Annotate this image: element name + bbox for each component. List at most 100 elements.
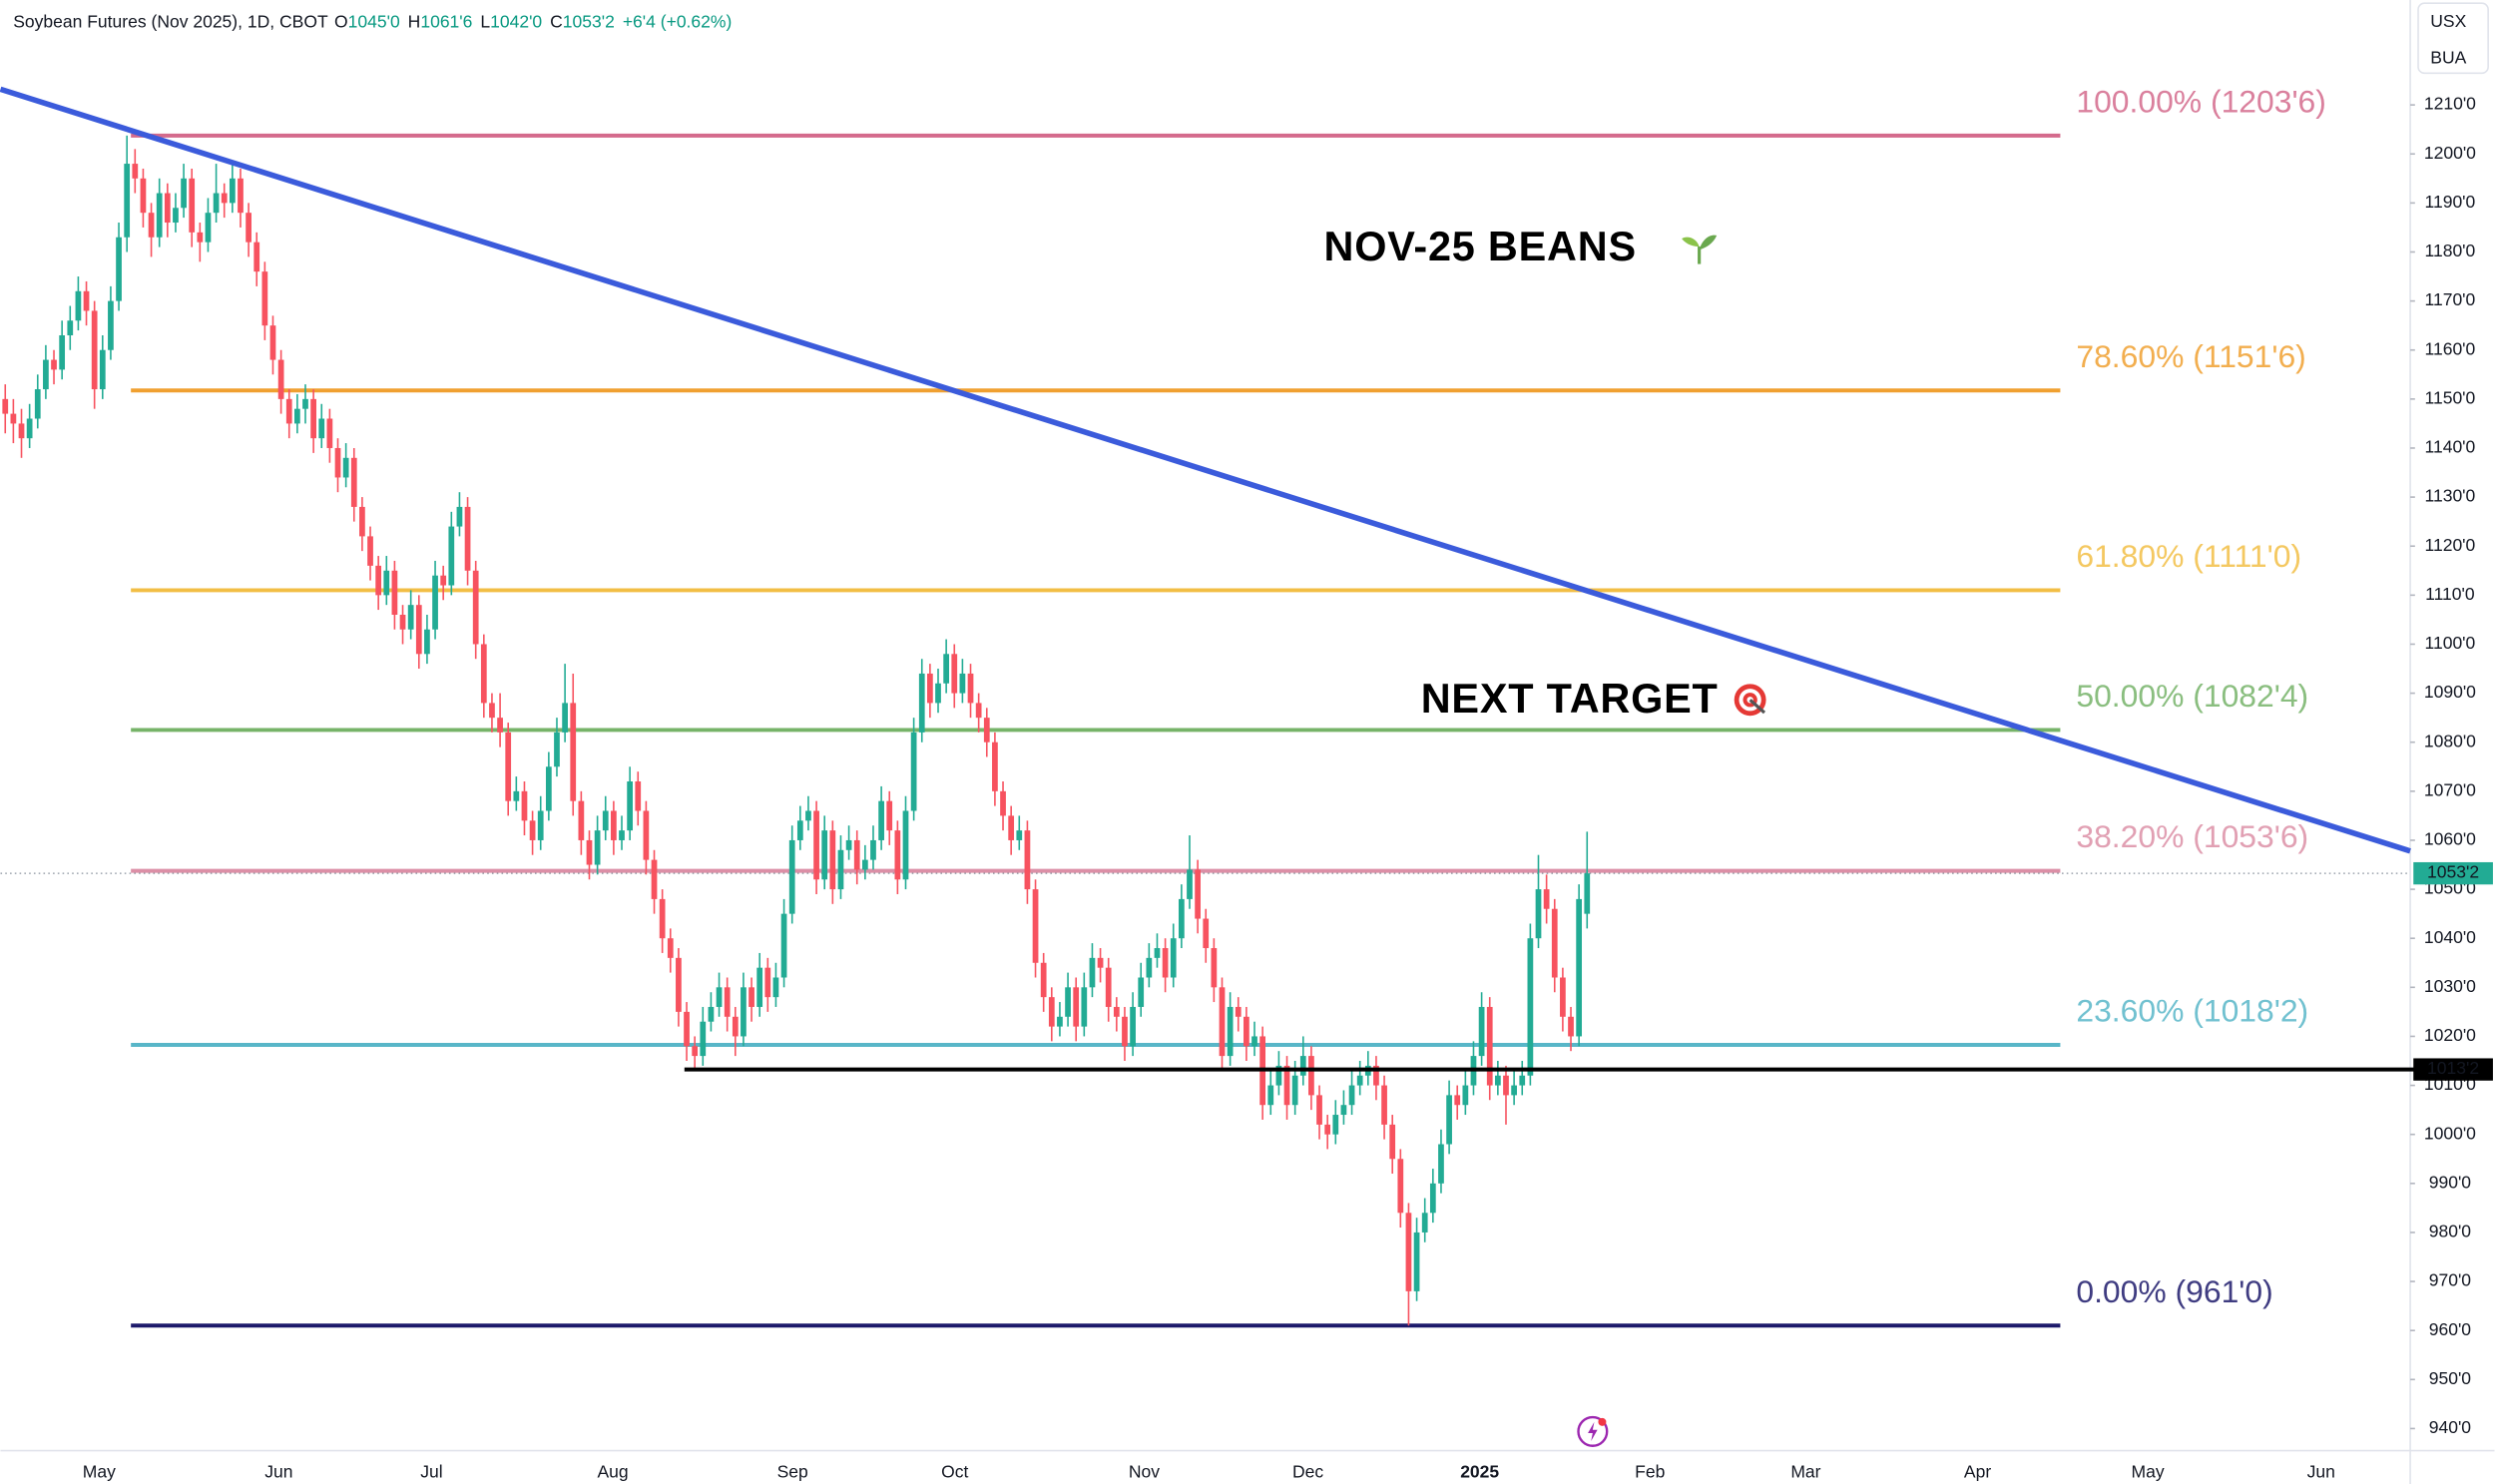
- candle-body: [1551, 908, 1558, 978]
- candle-body: [1008, 815, 1015, 840]
- candle-body: [67, 320, 74, 335]
- candle-body: [1397, 1159, 1404, 1214]
- candle-body: [34, 389, 41, 419]
- candle-body: [667, 938, 674, 958]
- candle-body: [1543, 889, 1550, 909]
- y-tick-label: 1000'0: [2424, 1123, 2476, 1143]
- x-tick-label: Apr: [1964, 1461, 1991, 1481]
- candle-body: [562, 703, 568, 733]
- candle-body: [910, 732, 917, 811]
- candle-body: [537, 810, 544, 840]
- y-tick-label: 1090'0: [2424, 682, 2476, 702]
- candle-body: [1283, 1065, 1290, 1106]
- y-tick-label: 1170'0: [2425, 289, 2476, 309]
- candle-body: [983, 718, 990, 742]
- candle-body: [1348, 1085, 1355, 1106]
- candle-body: [732, 1016, 739, 1037]
- candle-body: [99, 349, 106, 390]
- y-tick-label: 1070'0: [2424, 779, 2476, 799]
- candle-body: [124, 164, 131, 238]
- candle-body: [1405, 1213, 1412, 1291]
- candle-body: [1089, 957, 1096, 988]
- candle-body: [294, 408, 300, 424]
- replay-icon[interactable]: [1577, 1415, 1609, 1447]
- y-tick-label: 1110'0: [2425, 584, 2475, 604]
- fib-label: 61.80% (1111'0): [2076, 538, 2301, 574]
- unit-box[interactable]: [2417, 2, 2489, 75]
- candle-body: [1275, 1065, 1282, 1086]
- candle-body: [302, 398, 308, 409]
- candle-body: [43, 359, 49, 390]
- header-change: +6'4 (+0.62%): [623, 11, 732, 31]
- candle-body: [676, 957, 682, 1012]
- candle-body: [741, 987, 747, 1037]
- candle-body: [229, 178, 236, 204]
- y-tick-label: 970'0: [2429, 1270, 2472, 1290]
- candle-body: [1203, 918, 1210, 949]
- candle-body: [788, 839, 795, 914]
- candle-body: [1511, 1085, 1517, 1096]
- candle-body: [1299, 1056, 1306, 1076]
- candle-body: [375, 565, 382, 596]
- candle-body: [1211, 948, 1218, 988]
- candle-body: [1130, 1006, 1136, 1047]
- candle-body: [318, 418, 325, 439]
- unit-label: BUA: [2430, 48, 2466, 68]
- candle-body: [829, 830, 836, 890]
- y-tick-label: 940'0: [2429, 1417, 2472, 1437]
- candle-body: [1122, 1016, 1128, 1047]
- x-tick-label: Jul: [420, 1461, 442, 1481]
- candle-body: [342, 457, 349, 478]
- x-tick-label: 2025: [1460, 1461, 1499, 1481]
- candle-body: [440, 575, 447, 586]
- candle-body: [448, 526, 455, 586]
- candle-body: [1535, 889, 1542, 939]
- candle-body: [1073, 987, 1080, 1027]
- candle-body: [659, 898, 666, 939]
- candle-body: [489, 703, 495, 719]
- y-tick-label: 1210'0: [2424, 94, 2476, 114]
- candle-body: [1462, 1085, 1469, 1106]
- y-tick-label: 1020'0: [2424, 1025, 2476, 1045]
- candle-body: [116, 237, 122, 301]
- x-tick-label: Mar: [1790, 1461, 1820, 1481]
- unit-label: USX: [2430, 11, 2466, 31]
- candle-body: [902, 810, 909, 880]
- candle-body: [1421, 1213, 1428, 1233]
- x-tick-label: May: [2132, 1461, 2165, 1481]
- candle-body: [326, 418, 333, 448]
- candle-body: [1486, 1006, 1493, 1086]
- candle-body: [1138, 977, 1145, 1007]
- candle-body: [943, 654, 950, 684]
- candle-body: [602, 810, 609, 831]
- candle-body: [796, 820, 803, 840]
- candle-body: [334, 447, 341, 478]
- candle-body: [1381, 1085, 1387, 1125]
- y-tick-label: 1080'0: [2424, 731, 2476, 750]
- candle-body: [1519, 1075, 1526, 1086]
- candle-body: [975, 703, 982, 719]
- candle-body: [140, 178, 147, 214]
- x-tick-label: Jun: [2307, 1461, 2335, 1481]
- candle-body: [635, 781, 642, 811]
- header-value: 1053'2: [563, 11, 615, 31]
- candle-body: [837, 849, 844, 890]
- candle-body: [59, 334, 66, 370]
- candle-body: [959, 673, 966, 694]
- candle-body: [878, 800, 884, 840]
- candle-body: [1016, 830, 1023, 840]
- support-price-tag: [2413, 1058, 2493, 1081]
- candle-layer: [2, 135, 1591, 1326]
- grid-layer: 940'0950'0960'0970'0980'0990'01000'01010…: [83, 94, 2476, 1482]
- candle-body: [10, 413, 17, 424]
- candle-body: [367, 536, 373, 566]
- last-price-label: 1053'2: [2427, 862, 2479, 882]
- candle-body: [1438, 1144, 1444, 1184]
- annotation: NOV-25 BEANS: [1324, 223, 1637, 269]
- candle-body: [1576, 898, 1583, 1037]
- candle-body: [1332, 1115, 1339, 1135]
- candle-body: [529, 820, 536, 840]
- candle-body: [700, 1021, 707, 1057]
